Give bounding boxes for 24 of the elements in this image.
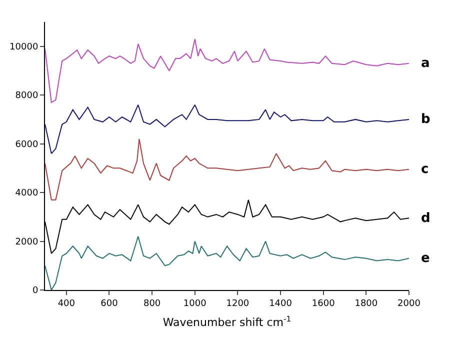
y-tick-label: 10000 bbox=[10, 42, 38, 53]
line-series bbox=[45, 104, 409, 154]
y-tick-label: 8000 bbox=[15, 91, 38, 102]
series-label: a bbox=[421, 56, 430, 71]
x-tick-label: 1600 bbox=[312, 298, 336, 309]
y-tick-label: 2000 bbox=[15, 237, 38, 248]
series-label: c bbox=[421, 162, 429, 177]
x-tick-label: 400 bbox=[58, 298, 76, 309]
series-label: d bbox=[421, 211, 430, 226]
y-tick-label: 6000 bbox=[15, 140, 38, 150]
x-tick-label: 800 bbox=[143, 298, 161, 309]
x-tick-label: 2000 bbox=[398, 298, 421, 309]
y-tick-label: 0 bbox=[32, 286, 38, 296]
series-label: b bbox=[421, 112, 430, 127]
x-tick-label: 600 bbox=[100, 298, 118, 309]
x-tick-label: 1400 bbox=[269, 298, 292, 309]
x-tick-label: 1800 bbox=[354, 298, 378, 309]
series-label: e bbox=[421, 251, 430, 266]
x-tick-label: 1200 bbox=[226, 298, 250, 309]
line-series bbox=[45, 138, 409, 200]
x-axis-title: Wavenumber shift cm$^{-1}$ bbox=[162, 314, 292, 329]
line-series bbox=[45, 38, 409, 103]
x-tick-label: 1000 bbox=[183, 298, 207, 309]
y-tick-label: 4000 bbox=[15, 188, 38, 199]
